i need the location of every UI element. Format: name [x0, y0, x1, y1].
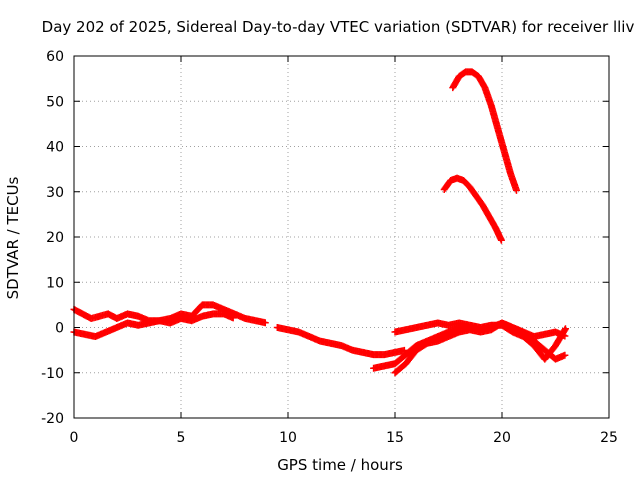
y-tick-label: 10	[46, 275, 64, 291]
series-track-6	[391, 319, 569, 363]
data-series	[70, 68, 569, 377]
data-point	[229, 314, 237, 322]
data-point	[512, 186, 520, 194]
y-tick-label: 20	[46, 230, 64, 246]
y-tick-label: 40	[46, 140, 64, 156]
y-tick-label: 60	[46, 49, 64, 65]
x-tick-label: 5	[177, 430, 186, 446]
y-tick-label: 30	[46, 185, 64, 201]
chart-title: Day 202 of 2025, Sidereal Day-to-day VTE…	[42, 18, 635, 36]
data-point	[561, 351, 569, 359]
series-track-8	[440, 174, 505, 244]
x-axis-label: GPS time / hours	[277, 456, 403, 474]
data-point	[261, 319, 269, 327]
y-tick-label: -20	[41, 411, 64, 427]
series-track-7	[449, 68, 520, 194]
series-track-2	[70, 310, 237, 341]
x-tick-label: 15	[386, 430, 404, 446]
data-point	[561, 325, 569, 333]
x-tick-label: 10	[279, 430, 297, 446]
axis-ticks: 0 5 10 15 20 25 -20 -10 0 10 20 30 40 50 60	[41, 49, 618, 446]
y-axis-label: SDTVAR / TECUs	[4, 176, 22, 299]
x-tick-label: 20	[493, 430, 511, 446]
series-track-3	[273, 324, 408, 359]
y-tick-label: -10	[41, 366, 64, 382]
data-point	[497, 236, 505, 244]
x-tick-label: 0	[70, 430, 79, 446]
y-tick-label: 0	[55, 321, 64, 337]
x-tick-label: 25	[600, 430, 618, 446]
y-tick-label: 50	[46, 94, 64, 110]
